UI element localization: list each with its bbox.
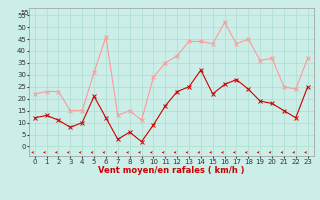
Text: 55: 55 <box>20 10 29 16</box>
X-axis label: Vent moyen/en rafales ( km/h ): Vent moyen/en rafales ( km/h ) <box>98 166 244 175</box>
